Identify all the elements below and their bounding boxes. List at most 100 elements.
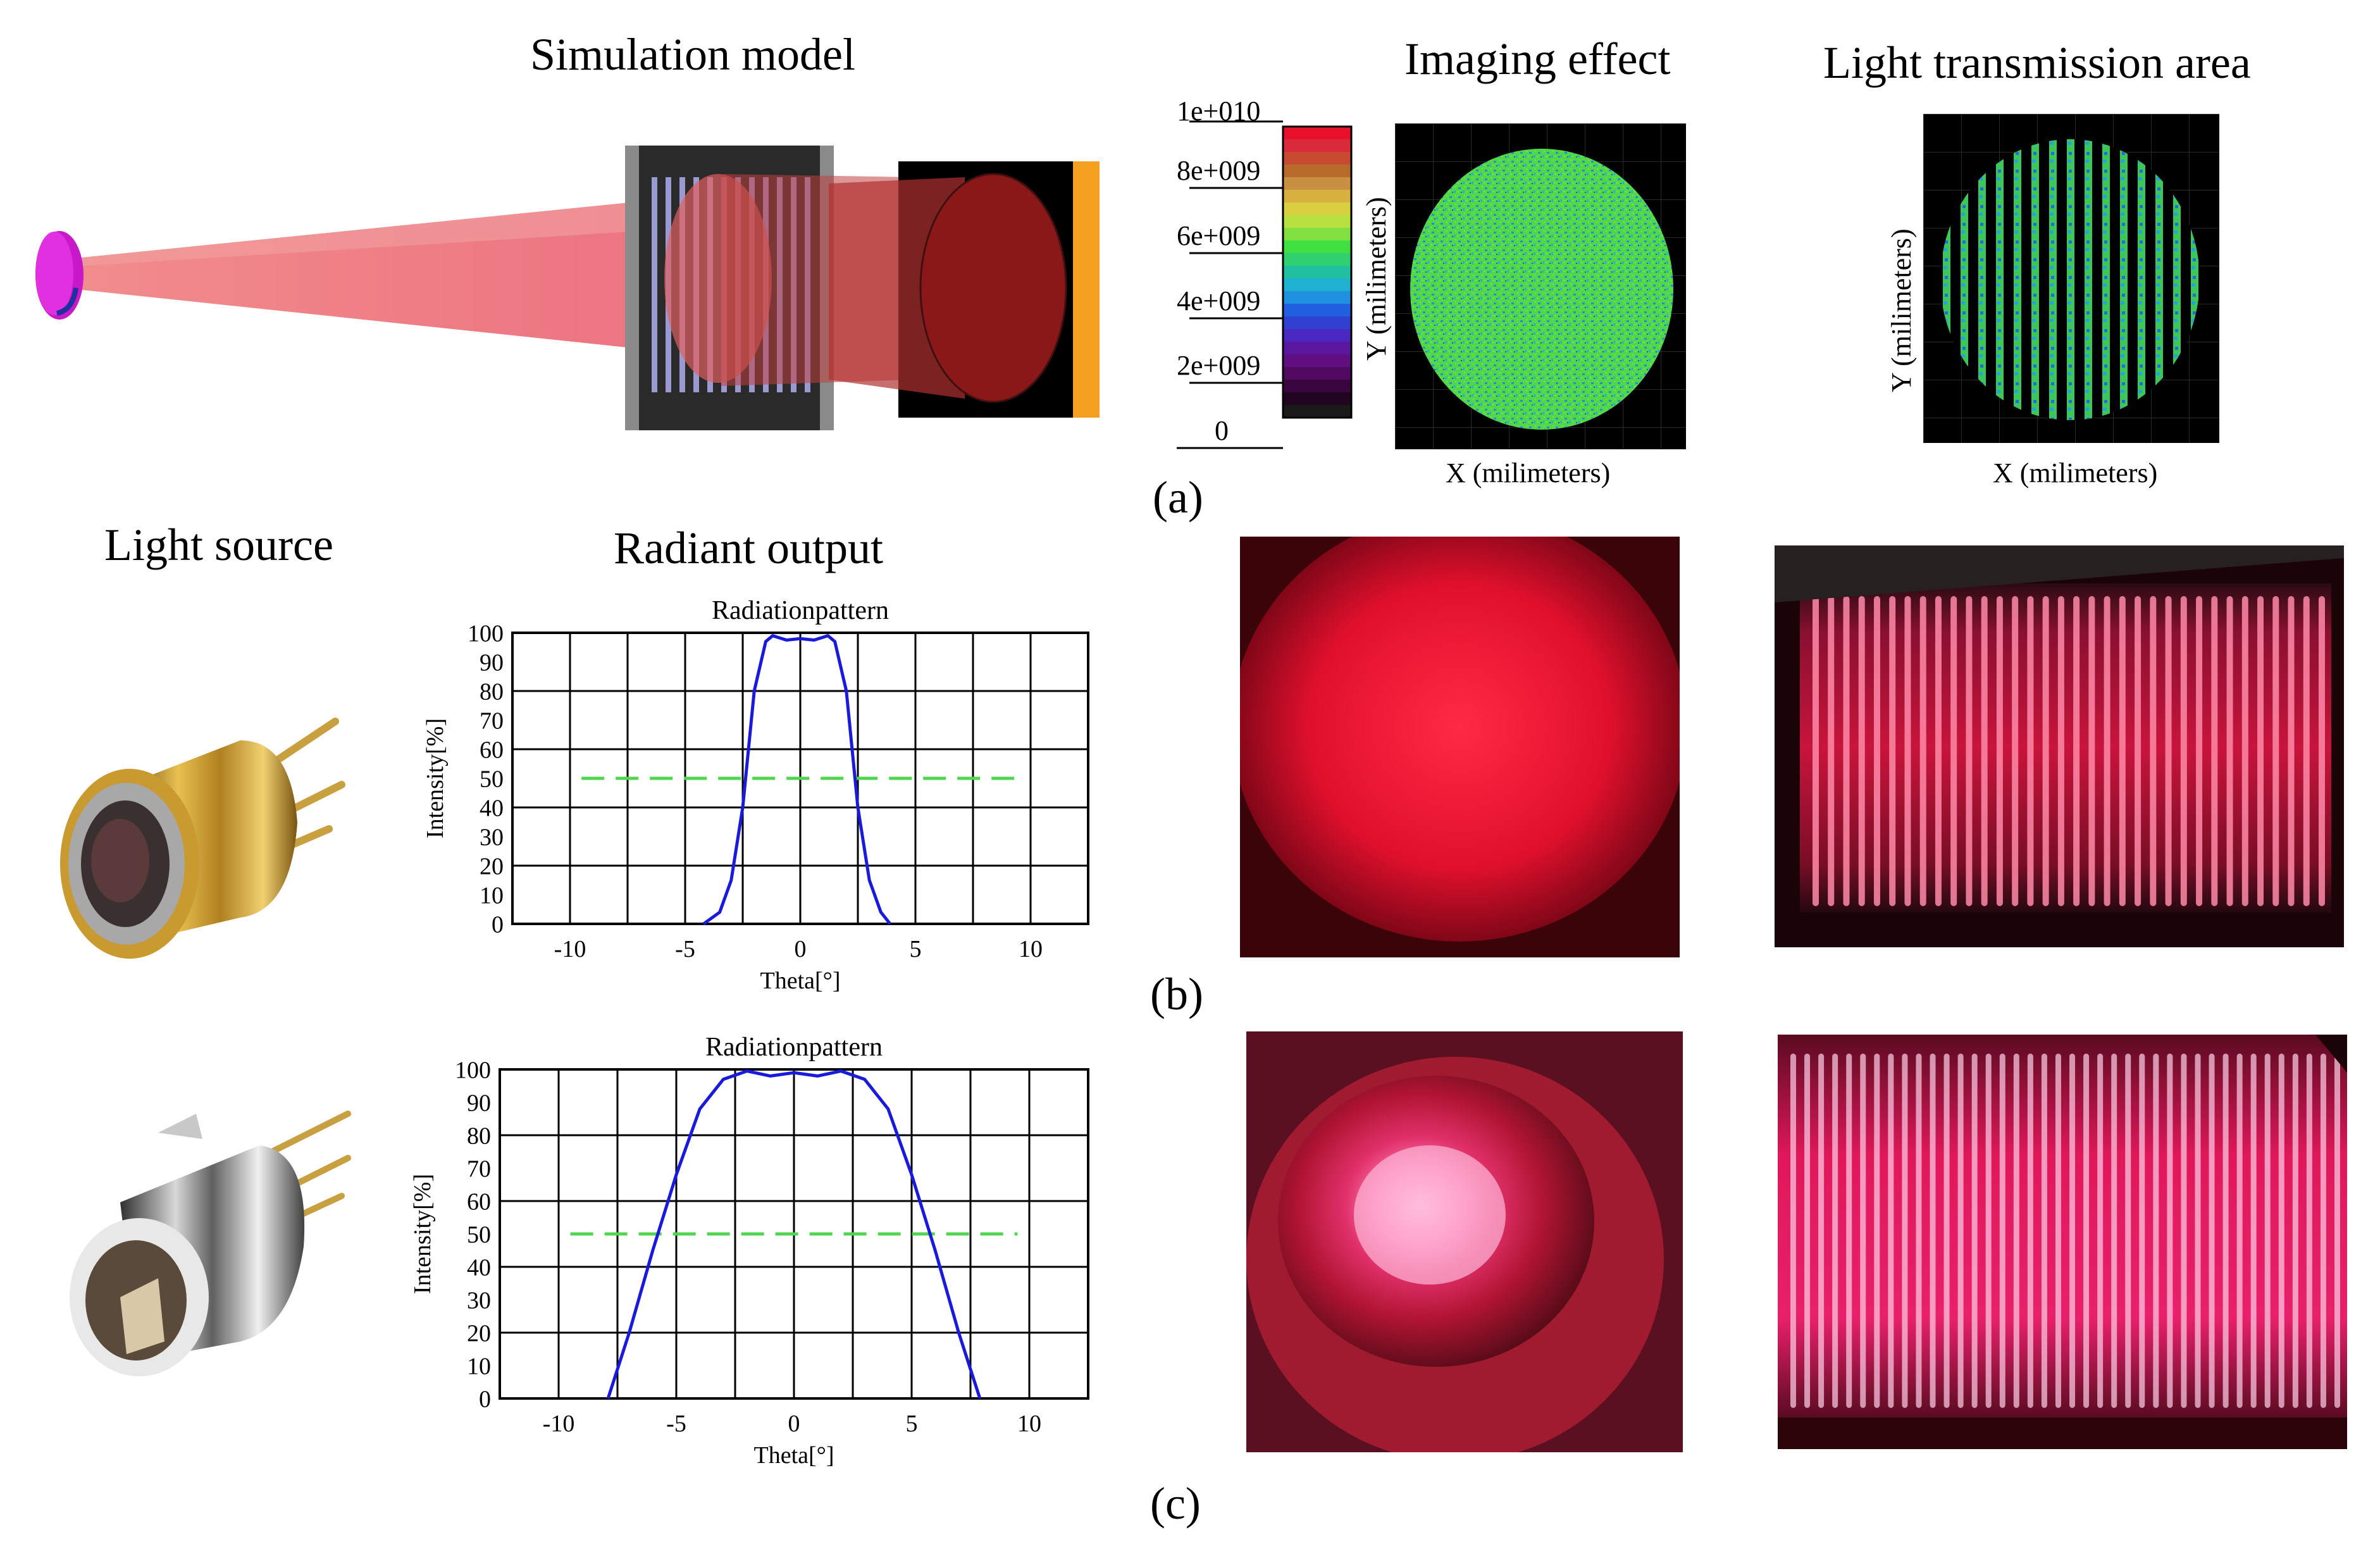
stripe	[2250, 1054, 2257, 1408]
stripe	[2241, 596, 2248, 906]
y-tick-label: 60	[480, 737, 504, 763]
stripe	[2104, 596, 2110, 906]
colorbar: 1e+010 8e+009 6e+009 4e+009 2e+009 0	[1177, 95, 1354, 456]
stripe	[2027, 1054, 2033, 1408]
stripe	[2027, 596, 2034, 906]
stripe-photo-b	[1775, 545, 2344, 947]
stripe	[2119, 596, 2126, 906]
y-tick-label: 40	[480, 795, 504, 821]
stripe	[1843, 596, 1850, 906]
y-tick-label: 10	[480, 882, 504, 909]
beam-cone-upper-shade	[63, 196, 693, 267]
stripe	[2303, 596, 2310, 906]
stripe	[2088, 596, 2095, 906]
stripe	[1804, 1054, 1811, 1408]
stripe	[1935, 596, 1942, 906]
transmission-striped-spot	[1940, 139, 2200, 420]
stripe	[2278, 1054, 2284, 1408]
y-tick-label: 10	[467, 1353, 491, 1379]
y-tick-label: 50	[467, 1221, 491, 1248]
stripe	[2292, 1054, 2298, 1408]
y-tick-label: 0	[492, 911, 504, 938]
beam-spot-on-detector	[919, 173, 1067, 403]
y-tick-label: 30	[480, 824, 504, 850]
stripe	[1828, 596, 1835, 906]
stripe	[1916, 1054, 1922, 1408]
stripe	[1966, 596, 1973, 906]
stripe	[2209, 1054, 2215, 1408]
stripe	[1846, 1054, 1852, 1408]
stripe	[2083, 1054, 2090, 1408]
x-tick-label: 0	[788, 1410, 800, 1437]
stripe	[2055, 1054, 2061, 1408]
stripe	[1919, 596, 1926, 906]
stripe	[2167, 1054, 2173, 1408]
stripe	[2320, 1054, 2326, 1408]
detector-plate	[1073, 161, 1100, 418]
x-tick-label: 10	[1017, 1410, 1041, 1437]
stripe	[1888, 1054, 1894, 1408]
stripe	[2150, 596, 2157, 906]
stripe	[1813, 596, 1819, 906]
stripe	[1902, 1054, 1908, 1408]
panel-label-c: (c)	[1150, 1478, 1201, 1529]
transmission-area-plot	[1923, 114, 2219, 443]
stripe	[2226, 596, 2233, 906]
stripe	[2057, 596, 2064, 906]
light-source-title: Light source	[104, 520, 333, 570]
stripe	[1889, 596, 1896, 906]
intensity-curve	[702, 634, 891, 926]
light-transmission-area-title: Light transmission area	[1823, 37, 2251, 88]
stripe	[2319, 596, 2325, 906]
colorbar-label: 0	[1215, 415, 1229, 446]
stripe	[1999, 1054, 2005, 1408]
stripe	[1874, 1054, 1880, 1408]
stripe	[2180, 596, 2187, 906]
x-tick-label: -5	[666, 1410, 686, 1437]
stripe	[2196, 596, 2203, 906]
stripe	[1950, 596, 1957, 906]
stripe	[2069, 1054, 2076, 1408]
stripe	[1971, 1054, 1978, 1408]
y-tick-label: 80	[480, 678, 504, 705]
stripe	[2042, 596, 2049, 906]
simulation-model-title: Simulation model	[530, 29, 855, 80]
imaging-effect-title: Imaging effect	[1404, 34, 1671, 84]
stripe	[2181, 1054, 2187, 1408]
stripe	[1858, 596, 1865, 906]
panel-label-a: (a)	[1153, 472, 1203, 523]
stripe	[1790, 1054, 1796, 1408]
stripe	[2153, 1054, 2159, 1408]
stripe	[2135, 596, 2141, 906]
imaging-spot	[1410, 149, 1673, 430]
radiant-output-title: Radiant output	[614, 523, 883, 573]
stripe	[2236, 1054, 2243, 1408]
stripe	[2222, 1054, 2229, 1408]
imaging-y-label: Y (milimeters)	[1361, 197, 1392, 361]
stripe	[1930, 1054, 1936, 1408]
chart-title: Radiationpattern	[705, 1033, 883, 1062]
y-axis-label: Intensity[%]	[422, 718, 449, 838]
stripe	[1832, 1054, 1838, 1408]
x-tick-label: -5	[675, 936, 695, 962]
spot-photo-c	[1246, 1031, 1683, 1452]
gold-laser-diode-image	[60, 718, 345, 959]
stripe	[1904, 596, 1911, 906]
stripe	[2195, 1054, 2201, 1408]
y-tick-label: 50	[480, 766, 504, 792]
y-tick-label: 30	[467, 1287, 491, 1314]
colorbar-label: 6e+009	[1177, 220, 1261, 251]
plot-frame	[511, 632, 1089, 925]
x-tick-label: -10	[554, 936, 586, 962]
spot-photo-b	[1240, 537, 1680, 957]
stripe	[2097, 1054, 2104, 1408]
y-tick-label: 20	[480, 853, 504, 880]
stripe	[2125, 1054, 2131, 1408]
y-tick-label: 40	[467, 1254, 491, 1281]
x-tick-label: 5	[906, 1410, 918, 1437]
stripe	[2257, 596, 2264, 906]
intensity-curve	[606, 1069, 982, 1399]
colorbar-label: 2e+009	[1177, 350, 1261, 381]
chart-title: Radiationpattern	[712, 596, 889, 625]
stripe	[2334, 1054, 2340, 1408]
